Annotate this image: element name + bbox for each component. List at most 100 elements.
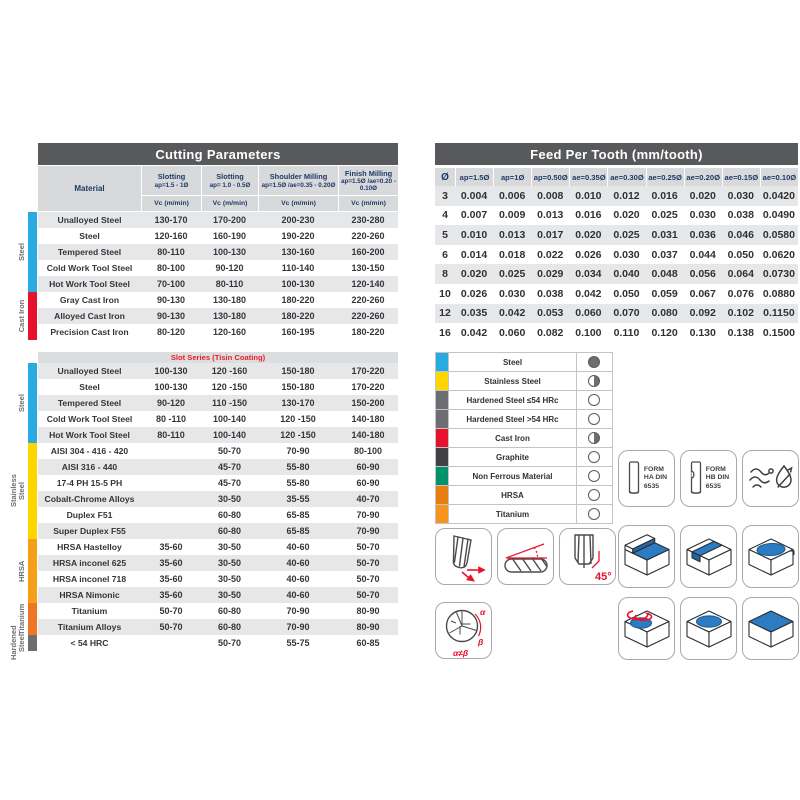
value-cell: 230-280 [351,215,385,225]
corner-angle-label: 45° [595,571,612,583]
air-coolant-icon [748,464,793,488]
table-row: 10 0.026 0.030 0.038 0.042 0.050 0.059 0… [435,284,798,304]
material-group-color-bar [28,212,37,292]
legend-row: Non Ferrous Material [436,467,612,486]
material-cell: Unalloyed Steel [57,215,122,225]
value-cell: 0.025 [499,268,526,281]
value-cell: 40-60 [286,574,310,584]
legend-suitability-cell [577,353,610,371]
suitability-circle-icon [587,470,600,482]
feed-column-header: ap=1Ø [493,168,532,186]
value-cell: 30-50 [217,574,242,584]
material-cell: Titanium [71,606,108,616]
value-cell: 120 -160 [211,366,248,376]
value-cell: 110-140 [281,263,315,273]
pocket-milling-box [680,597,737,660]
value-cell: 0.044 [689,248,716,261]
helix-angle-icon [503,542,548,573]
value-cell: 170-220 [351,382,385,392]
column-header: Shoulder Milling ap=1.5Ø /ae=0.35 - 0.20… [258,166,338,196]
value-cell: 35-60 [159,542,183,552]
value-cell: 40-70 [356,494,380,504]
value-cell: 130-170 [281,398,315,408]
material-group-color-bar [28,539,37,603]
value-cell: 130-180 [212,295,247,305]
table-row: AISI 304 - 416 - 420 50-70 70-90 80-100 [38,443,398,459]
value-cell: 40-60 [286,590,310,600]
legend-color-chip [436,429,448,447]
slot-milling-icon [685,537,732,576]
value-cell: 80-120 [156,327,186,337]
value-cell: 0.048 [651,268,678,281]
cutting-parameters-header: Material Slotting ap=1.5 - 1Ø Slotting a… [38,166,398,212]
value-cell: 50-70 [159,606,183,616]
value-cell: 0.050 [727,248,754,261]
value-cell: 0.0730 [762,268,795,281]
value-cell: 0.060 [499,326,526,339]
diameter-cell: 16 [439,326,451,339]
flute-spacing-box: α β α≠β [435,602,492,659]
value-cell: 0.006 [499,189,526,202]
value-cell: 120-160 [154,231,188,241]
diameter-cell: 10 [439,287,451,300]
material-group: HRSA [8,539,38,603]
value-cell: 0.016 [651,189,678,202]
table-row: HRSA Hastelloy 35-60 30-50 40-60 50-70 [38,539,398,555]
legend-suitability-cell [577,391,610,409]
shoulder-milling-box [618,525,675,588]
unequal-pitch-label: α≠β [453,648,468,658]
closed-slot-box [742,525,799,588]
diameter-cell: 6 [442,248,448,261]
value-cell: 80-110 [215,279,244,289]
column-name: Slotting [157,172,186,182]
table-row: Cold Work Tool Steel 80 -110 100-140 120… [38,411,398,427]
value-cell: 70-100 [156,279,186,289]
material-cell: Super Duplex F55 [53,526,126,536]
value-cell: 220-260 [351,231,385,241]
endmill-direction-box [435,528,492,585]
value-cell: 0.067 [689,287,716,300]
column-unit: Vc (m/min) [338,196,398,212]
legend-color-chip [436,410,448,428]
feed-header: Ø ap=1.5Ø ap=1Ø ap=0.50Ø ae=0.35Ø ae=0.3… [435,168,798,186]
material-group-label: Steel [17,243,27,261]
value-cell: 0.060 [575,307,602,320]
value-cell: 0.100 [575,326,602,339]
material-cell: < 54 HRC [70,638,109,648]
value-cell: 0.050 [613,287,640,300]
value-cell: 60-80 [217,606,242,616]
feed-per-tooth-section: Feed Per Tooth (mm/tooth) Ø ap=1.5Ø ap=1… [435,143,799,660]
value-cell: 70-90 [286,446,310,456]
slot-series-title: Slot Series (Tisin Coating) [38,352,398,363]
value-cell: 70-90 [356,510,380,520]
value-cell: 90-130 [156,295,186,305]
table-row: 3 0.004 0.006 0.008 0.010 0.012 0.016 0.… [435,186,798,206]
legend-color-chip [436,448,448,466]
value-cell: 0.042 [575,287,602,300]
value-cell: 0.020 [460,268,488,281]
diameter-cell: 4 [442,209,448,222]
material-cell: 17-4 PH 15-5 PH [56,478,123,488]
value-cell: 0.020 [575,228,602,241]
table-row: Tempered Steel 80-110 100-130 130-160 16… [38,244,398,260]
legend-row: Steel [436,353,612,372]
value-cell: 0.056 [689,268,716,281]
legend-label: Stainless Steel [448,372,577,390]
table-row: Super Duplex F55 60-80 65-85 70-90 [38,523,398,539]
feed-column-header: ap=1.5Ø [455,168,494,186]
value-cell: 0.013 [537,209,564,222]
material-cell: Precision Cast Iron [50,327,129,337]
value-cell: 0.031 [651,228,678,241]
legend-suitability-cell [577,505,610,523]
legend-label: Graphite [448,448,577,466]
value-cell: 0.022 [537,248,564,261]
value-cell: 190-220 [281,231,315,241]
value-cell: 130-170 [154,215,188,225]
shank-hb-icon [690,460,701,494]
endmill-front-icon [452,534,486,582]
value-cell: 0.110 [613,326,640,339]
value-cell: 160-195 [281,327,315,337]
corner-chamfer-box: 45° [559,528,616,585]
value-cell: 55-80 [286,462,310,472]
value-cell: 100-130 [154,366,188,376]
